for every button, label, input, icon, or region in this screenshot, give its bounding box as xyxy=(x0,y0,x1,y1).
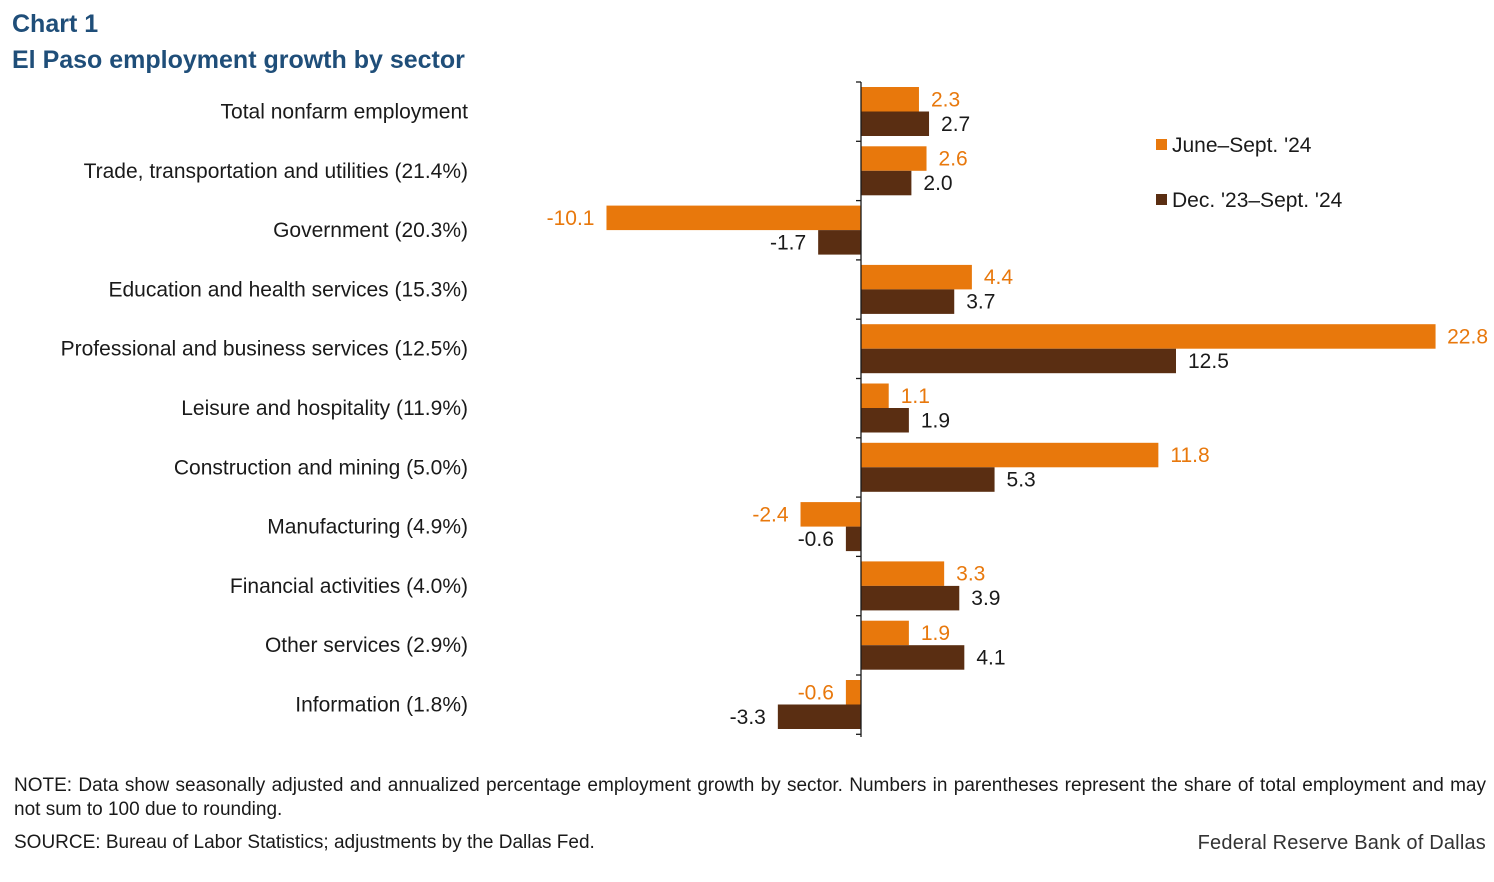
data-label: -3.3 xyxy=(730,706,766,729)
category-label: Education and health services (15.3%) xyxy=(108,278,468,301)
category-label: Trade, transportation and utilities (21.… xyxy=(84,160,468,183)
bar-june-sept xyxy=(845,680,861,705)
chart-note: NOTE: Data show seasonally adjusted and … xyxy=(14,775,1486,820)
data-label: -10.1 xyxy=(547,207,595,230)
category-label: Information (1.8%) xyxy=(295,694,468,717)
bar-june-sept xyxy=(861,561,945,586)
bar-june-sept xyxy=(861,264,972,290)
bar-chart: Total nonfarm employment Trade, transport… xyxy=(61,81,1488,737)
bar-dec-sept xyxy=(861,289,955,314)
data-label: 1.9 xyxy=(921,409,950,432)
bar-dec-sept xyxy=(861,111,930,136)
category-label: Professional and business services (12.5… xyxy=(61,338,468,361)
category-label: Construction and mining (5.0%) xyxy=(174,456,468,479)
data-label: 22.8 xyxy=(1447,325,1488,348)
data-label: 2.3 xyxy=(931,88,960,111)
data-label: 5.3 xyxy=(1007,469,1036,492)
bar-june-sept xyxy=(606,205,861,231)
data-label: 11.8 xyxy=(1170,444,1209,467)
data-label: 3.3 xyxy=(956,563,985,586)
bar-dec-sept xyxy=(861,645,965,670)
bar-dec-sept xyxy=(818,230,861,255)
category-label: Government (20.3%) xyxy=(273,219,468,242)
bar-dec-sept xyxy=(861,467,995,492)
category-label: Other services (2.9%) xyxy=(265,634,468,657)
bar-june-sept xyxy=(861,324,1436,349)
data-label: 1.1 xyxy=(901,385,930,408)
bar-dec-sept xyxy=(861,585,960,611)
data-label: 4.1 xyxy=(976,646,1005,669)
data-label: 2.7 xyxy=(941,113,970,136)
category-label: Leisure and hospitality (11.9%) xyxy=(181,397,468,420)
bar-june-sept xyxy=(861,87,919,112)
bar-june-sept xyxy=(861,146,927,171)
data-label: 2.0 xyxy=(923,172,952,195)
chart-title: El Paso employment growth by sector xyxy=(12,46,465,74)
chart-source: SOURCE: Bureau of Labor Statistics; adju… xyxy=(14,832,595,853)
bar-june-sept xyxy=(861,620,909,646)
data-label: 1.9 xyxy=(921,622,950,645)
bar-dec-sept xyxy=(861,170,912,196)
data-label: 3.9 xyxy=(971,587,1000,610)
bar-june-sept xyxy=(800,502,861,527)
data-label: -1.7 xyxy=(770,231,806,254)
data-label: -0.6 xyxy=(798,528,834,551)
legend-label: Dec. '23–Sept. '24 xyxy=(1172,189,1343,212)
data-label: -0.6 xyxy=(798,681,834,704)
legend-label: June–Sept. '24 xyxy=(1172,134,1312,157)
bar-june-sept xyxy=(861,383,889,408)
category-label: Manufacturing (4.9%) xyxy=(267,516,468,539)
data-label: 12.5 xyxy=(1188,350,1229,373)
legend-swatch-dec-sept xyxy=(1156,194,1167,205)
bar-dec-sept xyxy=(777,704,861,729)
chart-number: Chart 1 xyxy=(12,10,99,38)
bar-dec-sept xyxy=(845,526,861,552)
publisher-credit: Federal Reserve Bank of Dallas xyxy=(1197,832,1486,854)
bar-dec-sept xyxy=(861,348,1176,374)
data-label: 3.7 xyxy=(966,291,995,314)
legend-swatch-june-sept xyxy=(1156,139,1167,150)
category-label: Total nonfarm employment xyxy=(221,101,469,124)
data-label: 2.6 xyxy=(939,148,968,171)
data-label: -2.4 xyxy=(752,503,789,526)
bar-dec-sept xyxy=(861,408,909,433)
data-label: 4.4 xyxy=(984,266,1014,289)
bar-june-sept xyxy=(861,442,1159,468)
category-label: Financial activities (4.0%) xyxy=(230,575,468,598)
